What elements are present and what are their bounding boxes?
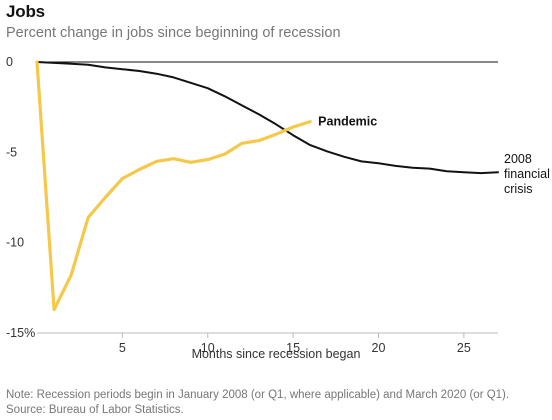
- y-tick-label: -10: [6, 236, 24, 250]
- x-tick-label: 5: [119, 341, 126, 355]
- y-tick-label: -15%: [6, 326, 35, 340]
- series-labels-layer: 2008 financial crisis Pandemic: [318, 115, 550, 197]
- y-tick-label: 0: [6, 55, 13, 69]
- x-tick-label: 20: [372, 341, 386, 355]
- ticks-layer: 0 -5 -10 -15% 5 10 15 20 25: [6, 55, 471, 355]
- pandemic-label: Pandemic: [318, 115, 377, 129]
- y-tick-label: -5: [6, 145, 17, 159]
- x-tick-label: 15: [286, 341, 300, 355]
- series-layer: [35, 60, 499, 312]
- pandemic-line: [35, 60, 312, 312]
- x-tick-label: 10: [201, 341, 215, 355]
- x-tick-label: 25: [457, 341, 471, 355]
- chart-subtitle: Percent change in jobs since beginning o…: [6, 25, 341, 41]
- financial-crisis-line: [36, 61, 499, 175]
- chart-title: Jobs: [6, 2, 45, 21]
- financial-crisis-label: 2008 financial crisis: [504, 152, 550, 196]
- x-axis-title: Months since recession began: [192, 347, 361, 361]
- axes-layer: [37, 61, 498, 334]
- source-note: Note: Recession periods begin in January…: [6, 389, 510, 416]
